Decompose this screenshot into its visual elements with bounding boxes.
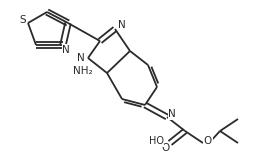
Text: N: N	[118, 20, 126, 30]
Text: O: O	[162, 143, 170, 153]
Text: O: O	[204, 136, 212, 146]
Text: N: N	[168, 109, 176, 119]
Text: N: N	[62, 45, 70, 55]
Text: NH₂: NH₂	[73, 66, 93, 76]
Text: HO: HO	[149, 136, 163, 146]
Text: S: S	[20, 15, 26, 25]
Text: N: N	[77, 53, 85, 63]
